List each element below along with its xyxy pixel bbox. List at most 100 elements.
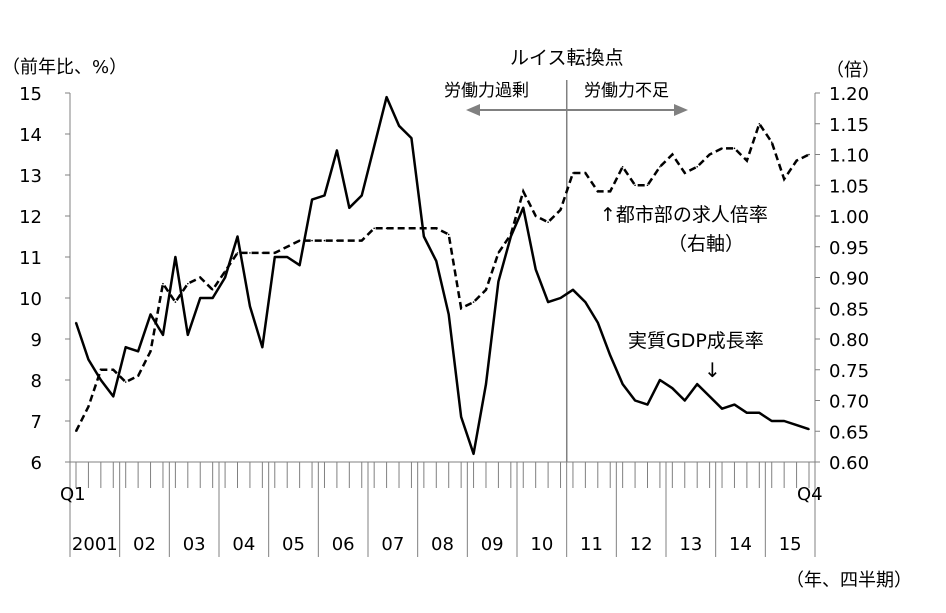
x-year-label: 13 (679, 534, 702, 555)
right-axis-unit-label: （倍） (826, 60, 880, 81)
right-tick-label: 0.75 (829, 361, 869, 382)
right-tick-label: 0.70 (829, 392, 869, 413)
x-year-label: 06 (332, 534, 355, 555)
right-tick-label: 1.10 (829, 146, 869, 167)
gdp-data-point (733, 403, 736, 406)
left-tick-label: 10 (19, 289, 42, 310)
gdp-data-point (547, 301, 549, 303)
jobs-data-point (199, 276, 202, 279)
series-gdp-growth-line (74, 95, 810, 456)
gdp-data-point (671, 387, 674, 390)
left-tick-label: 12 (19, 207, 42, 228)
gdp-data-point (472, 453, 475, 455)
right-tick-label: 0.85 (829, 299, 869, 320)
x-year-label: 11 (580, 534, 603, 555)
gdp-data-point (696, 383, 698, 385)
gdp-data-point (683, 399, 686, 402)
jobs-data-point (460, 307, 462, 310)
labor-surplus-label: 労働力過剰 (444, 81, 529, 101)
right-tick-label: 1.20 (829, 84, 869, 105)
gdp-data-point (783, 420, 785, 422)
jobs-data-point (124, 381, 127, 383)
series-jobs-ratio-line (74, 120, 810, 432)
left-tick-label: 8 (31, 371, 42, 392)
gdp-data-point (746, 412, 748, 414)
gdp-data-point (311, 198, 313, 201)
jobs-data-point (100, 368, 102, 371)
jobs-data-point (758, 122, 761, 125)
gdp-data-point (187, 334, 189, 336)
gdp-data-point (534, 268, 537, 271)
gdp-data-point (435, 260, 438, 262)
jobs-data-point (559, 209, 562, 211)
x-end-quarter-label: Q4 (797, 484, 823, 505)
right-tick-label: 0.90 (829, 269, 869, 290)
x-axis-ticks: 2001 02 03 04 05 06 07 08 09 10 11 12 13 14 15 Q1 Q4 (60, 462, 823, 557)
jobs-data-point (609, 190, 612, 193)
jobs-data-point (547, 221, 549, 223)
jobs-data-point (174, 301, 177, 303)
right-tick-label: 1.15 (829, 115, 869, 136)
gdp-data-point (373, 145, 375, 148)
gdp-data-point (596, 321, 599, 324)
left-axis-ticks: 6 7 8 9 10 11 12 13 14 15 (19, 84, 70, 474)
jobs-data-point (497, 252, 500, 254)
jobs-data-point (137, 375, 139, 377)
x-year-label: 12 (630, 534, 653, 555)
gdp-data-point (211, 297, 214, 299)
gdp-data-point (87, 358, 90, 361)
gdp-data-point (497, 280, 500, 283)
jobs-data-point (671, 153, 674, 156)
gdp-data-point (460, 416, 462, 418)
right-tick-label: 0.65 (829, 422, 869, 443)
jobs-data-point (149, 350, 152, 353)
gdp-data-point (286, 256, 289, 258)
gdp-data-point (360, 194, 363, 197)
left-tick-label: 7 (31, 412, 42, 433)
gdp-data-point (510, 235, 512, 238)
jobs-data-point (323, 239, 326, 242)
jobs-data-point (808, 153, 810, 156)
gdp-data-point (410, 137, 413, 139)
x-year-label: 08 (431, 534, 454, 555)
jobs-data-point (770, 141, 773, 143)
gdp-growth-label: 実質GDP成長率 (628, 330, 764, 352)
jobs-data-point (572, 172, 574, 174)
x-start-quarter-label: Q1 (60, 484, 86, 505)
gdp-data-point (758, 412, 761, 414)
x-year-label: 07 (381, 534, 404, 555)
jobs-data-point (162, 282, 164, 285)
jobs-data-point (596, 190, 599, 193)
right-tick-label: 0.95 (829, 238, 869, 259)
gdp-data-point (609, 354, 612, 357)
labor-shortage-label: 労働力不足 (584, 81, 669, 101)
left-axis-unit-label: （前年比、%） (2, 57, 127, 78)
x-year-label: 05 (282, 534, 305, 555)
gdp-data-point (721, 407, 723, 410)
gdp-data-point (522, 207, 525, 209)
jobs-data-point (485, 289, 487, 291)
left-tick-label: 13 (19, 166, 42, 187)
gdp-data-point (485, 383, 487, 385)
gdp-data-point (708, 395, 711, 398)
left-tick-label: 6 (31, 453, 42, 474)
x-year-label: 04 (232, 534, 255, 555)
gdp-data-point (261, 346, 264, 349)
jobs-ratio-label: ↑都市部の求人倍率 (600, 204, 768, 226)
jobs-data-point (87, 405, 90, 408)
jobs-data-point (522, 190, 525, 193)
jobs-data-point (373, 227, 375, 230)
gdp-data-point (224, 276, 226, 279)
gdp-data-point (646, 403, 649, 406)
gdp-data-point (298, 264, 301, 267)
jobs-data-point (398, 227, 400, 230)
x-year-label: 03 (183, 534, 206, 555)
jobs-data-point (249, 252, 251, 254)
gdp-data-point (348, 207, 351, 209)
gdp-data-point (236, 235, 239, 238)
jobs-data-point (733, 147, 736, 150)
jobs-data-point (298, 239, 301, 242)
gdp-data-point (385, 96, 388, 98)
jobs-data-point (423, 227, 425, 230)
